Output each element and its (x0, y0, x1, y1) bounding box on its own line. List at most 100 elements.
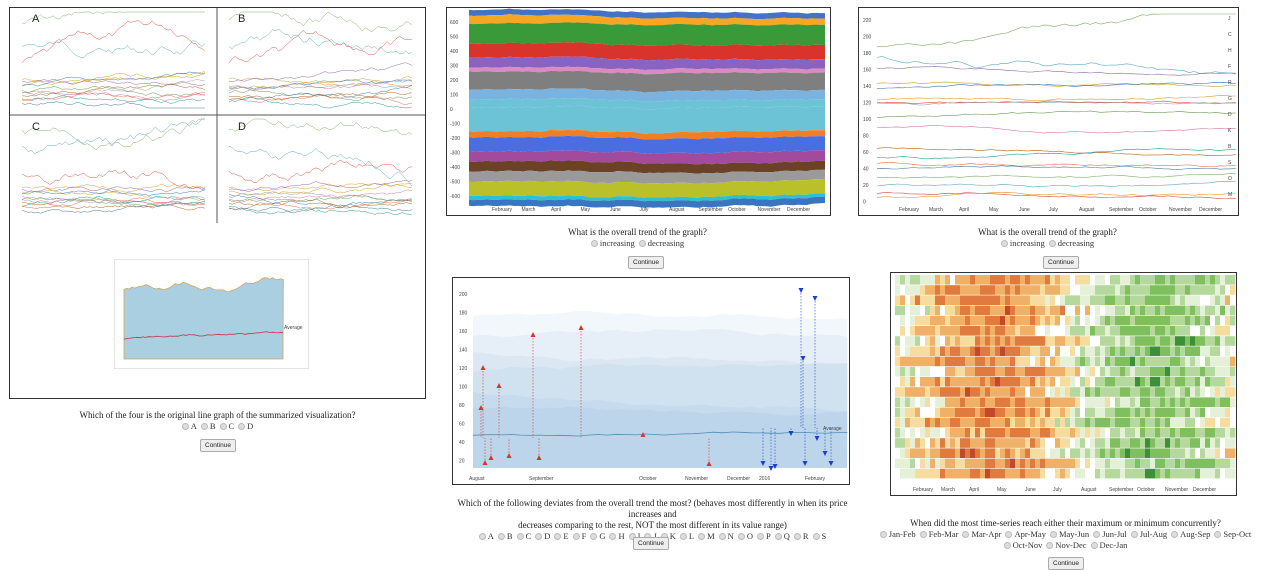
option-h[interactable]: H (609, 531, 625, 542)
radio-button[interactable] (497, 533, 505, 540)
radio-button[interactable] (718, 533, 726, 540)
option-c[interactable]: C (219, 421, 234, 432)
option-s[interactable]: S (812, 531, 826, 542)
radio-button[interactable] (1171, 531, 1179, 538)
option-a[interactable]: A (478, 531, 494, 542)
radio-button[interactable] (1090, 542, 1098, 549)
horizon-cell (1065, 428, 1071, 438)
radio-button[interactable] (1130, 531, 1138, 538)
radio-button[interactable] (1093, 531, 1101, 538)
horizon-cell (960, 366, 966, 377)
radio-button[interactable] (1048, 240, 1056, 247)
radio-button[interactable] (628, 533, 636, 540)
horizon-cell (970, 407, 976, 418)
option-dec-jan[interactable]: Dec-Jan (1090, 540, 1127, 551)
option-d[interactable]: D (238, 421, 253, 432)
horizon-cell (935, 428, 941, 438)
option-feb-mar[interactable]: Feb-Mar (919, 529, 958, 540)
radio-button[interactable] (590, 533, 598, 540)
horizon-cell (1220, 285, 1226, 295)
continue-button[interactable]: Continue (633, 537, 670, 550)
option-o[interactable]: O (737, 531, 753, 542)
horizon-cell (900, 336, 906, 346)
radio-button[interactable] (793, 533, 801, 540)
option-p[interactable]: P (756, 531, 771, 542)
radio-button[interactable] (679, 533, 687, 540)
radio-button[interactable] (478, 533, 486, 540)
option-mar-apr[interactable]: Mar-Apr (962, 529, 1001, 540)
radio-button[interactable] (774, 533, 782, 540)
option-b[interactable]: B (497, 531, 513, 542)
horizon-cell (900, 275, 906, 285)
stream-layer (469, 66, 825, 75)
option-jan-feb[interactable]: Jan-Feb (879, 529, 916, 540)
continue-button[interactable]: Continue (1043, 256, 1080, 269)
radio-button[interactable] (535, 533, 543, 540)
option-q[interactable]: Q (774, 531, 790, 542)
radio-button[interactable] (1214, 531, 1222, 538)
horizon-cell (915, 356, 921, 367)
radio-button[interactable] (879, 531, 887, 538)
horizon-cell (1210, 326, 1216, 336)
option-nov-dec[interactable]: Nov-Dec (1046, 540, 1087, 551)
option-decreasing[interactable]: decreasing (1048, 238, 1094, 249)
option-jun-jul[interactable]: Jun-Jul (1093, 529, 1127, 540)
option-f[interactable]: F (572, 531, 586, 542)
continue-button[interactable]: Continue (200, 439, 237, 452)
horizon-cell (1050, 468, 1056, 479)
horizon-cell (1135, 295, 1141, 305)
radio-button[interactable] (1003, 542, 1011, 549)
option-a[interactable]: A (181, 421, 197, 432)
radio-button[interactable] (238, 423, 246, 430)
y-tick-label: 120 (459, 366, 468, 372)
option-m[interactable]: M (698, 531, 715, 542)
option-n[interactable]: N (718, 531, 734, 542)
continue-button[interactable]: Continue (1048, 557, 1085, 570)
horizon-cell (975, 305, 981, 316)
horizon-cell (1060, 397, 1066, 407)
option-l[interactable]: L (679, 531, 694, 542)
radio-button[interactable] (516, 533, 524, 540)
y-tick-label: 220 (863, 18, 872, 24)
continue-button[interactable]: Continue (628, 256, 665, 269)
radio-button[interactable] (919, 531, 927, 538)
horizon-cell (965, 326, 971, 336)
option-oct-nov[interactable]: Oct-Nov (1003, 540, 1042, 551)
radio-button[interactable] (812, 533, 820, 540)
radio-button[interactable] (609, 533, 617, 540)
radio-button[interactable] (638, 240, 646, 247)
option-increasing[interactable]: increasing (590, 238, 635, 249)
radio-button[interactable] (756, 533, 764, 540)
option-may-jun[interactable]: May-Jun (1049, 529, 1089, 540)
radio-button[interactable] (590, 240, 598, 247)
radio-button[interactable] (1049, 531, 1057, 538)
radio-button[interactable] (181, 423, 189, 430)
horizon-cell (1015, 468, 1021, 479)
radio-button[interactable] (962, 531, 970, 538)
horizon-cell (925, 377, 931, 387)
option-e[interactable]: E (554, 531, 569, 542)
option-g[interactable]: G (590, 531, 605, 542)
option-aug-sep[interactable]: Aug-Sep (1171, 529, 1210, 540)
radio-button[interactable] (1000, 240, 1008, 247)
option-sep-oct[interactable]: Sep-Oct (1214, 529, 1251, 540)
radio-button[interactable] (1046, 542, 1054, 549)
radio-button[interactable] (219, 423, 227, 430)
option-jul-aug[interactable]: Jul-Aug (1130, 529, 1167, 540)
radio-button[interactable] (572, 533, 580, 540)
radio-button[interactable] (200, 423, 208, 430)
horizon-cell (1075, 417, 1081, 428)
option-decreasing[interactable]: decreasing (638, 238, 684, 249)
option-increasing[interactable]: increasing (1000, 238, 1045, 249)
option-i[interactable]: I (628, 531, 640, 542)
option-c[interactable]: C (516, 531, 531, 542)
radio-button[interactable] (554, 533, 562, 540)
option-b[interactable]: B (200, 421, 216, 432)
radio-button[interactable] (1005, 531, 1013, 538)
option-d[interactable]: D (535, 531, 550, 542)
radio-button[interactable] (698, 533, 706, 540)
radio-button[interactable] (737, 533, 745, 540)
option-apr-may[interactable]: Apr-May (1005, 529, 1046, 540)
option-r[interactable]: R (793, 531, 809, 542)
horizon-cell (1200, 326, 1206, 336)
